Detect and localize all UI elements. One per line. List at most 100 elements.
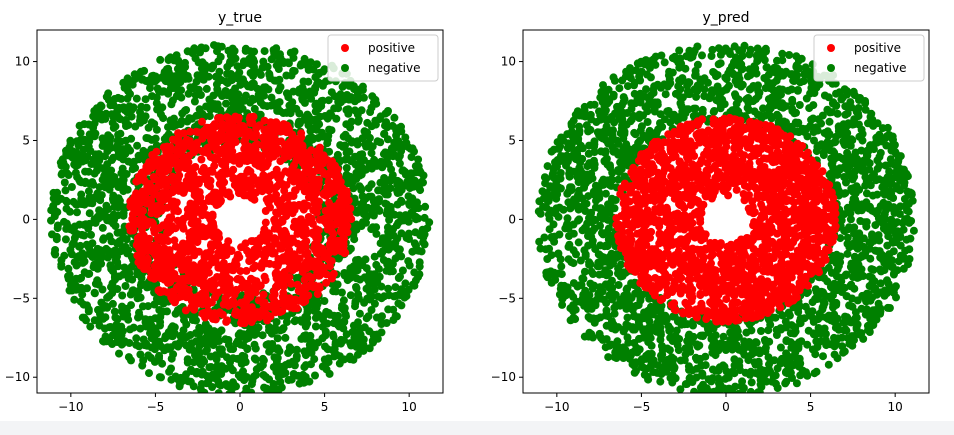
data-point: [255, 249, 264, 258]
data-point: [383, 108, 392, 117]
data-point: [841, 189, 850, 198]
data-point: [788, 374, 796, 382]
data-point: [332, 114, 341, 123]
data-point: [411, 212, 420, 221]
data-point: [265, 69, 274, 78]
data-point: [160, 192, 168, 201]
data-point: [150, 228, 159, 237]
data-point: [250, 104, 259, 113]
data-point: [761, 343, 770, 352]
data-point: [136, 350, 145, 359]
data-point: [389, 242, 398, 251]
data-point: [390, 292, 398, 301]
data-point: [146, 183, 155, 192]
data-point: [143, 254, 152, 263]
data-point: [297, 154, 306, 163]
x-tick-label: 10: [402, 400, 417, 414]
data-point: [285, 246, 294, 254]
data-point: [73, 260, 82, 269]
data-point: [261, 207, 270, 215]
data-point: [84, 307, 93, 316]
data-point: [362, 142, 371, 151]
data-point: [290, 47, 299, 56]
data-point: [319, 312, 328, 321]
data-point: [192, 127, 201, 136]
data-point: [311, 371, 319, 380]
data-point: [410, 176, 419, 185]
data-point: [333, 165, 342, 174]
data-point: [327, 257, 336, 266]
data-point: [367, 180, 376, 189]
data-point: [295, 379, 304, 388]
data-point: [185, 151, 194, 160]
data-point: [226, 192, 235, 201]
data-point: [358, 82, 367, 91]
data-point: [407, 153, 416, 162]
data-point: [198, 259, 207, 267]
data-point: [102, 109, 111, 118]
data-point: [102, 244, 111, 253]
data-point: [359, 346, 368, 355]
data-point: [114, 149, 123, 158]
data-point: [158, 269, 167, 278]
data-point: [356, 170, 365, 179]
data-point: [152, 99, 161, 108]
data-point: [85, 219, 94, 228]
data-point: [167, 354, 176, 363]
data-point: [90, 316, 99, 325]
data-point: [274, 65, 283, 73]
data-point: [198, 300, 207, 309]
data-point: [339, 210, 348, 219]
data-point: [197, 155, 206, 164]
data-point: [819, 352, 827, 361]
data-point: [268, 124, 277, 133]
data-point: [177, 116, 186, 125]
data-point: [53, 224, 62, 233]
data-point: [177, 86, 186, 95]
data-point: [157, 236, 165, 245]
data-point: [286, 191, 295, 200]
data-point: [84, 187, 93, 196]
data-point: [256, 98, 265, 107]
data-point: [610, 309, 619, 318]
data-point: [285, 273, 294, 282]
legend-marker-negative: [341, 64, 349, 72]
data-point: [395, 245, 404, 254]
data-point: [308, 134, 317, 143]
data-point: [231, 84, 240, 93]
data-point: [343, 276, 352, 285]
data-point: [167, 375, 176, 384]
data-point: [197, 380, 206, 388]
data-point: [408, 144, 417, 153]
data-point: [270, 52, 279, 61]
data-point: [155, 223, 164, 232]
data-point: [318, 159, 327, 168]
data-point: [376, 138, 385, 147]
data-point: [95, 206, 104, 215]
data-point: [150, 300, 159, 309]
data-point: [251, 261, 260, 270]
data-point: [372, 229, 381, 238]
data-point: [201, 131, 210, 140]
data-point: [67, 183, 76, 191]
data-point: [185, 345, 194, 354]
data-point: [323, 345, 332, 354]
data-point: [72, 148, 81, 157]
data-point: [326, 109, 334, 118]
data-point: [254, 181, 263, 190]
data-point: [349, 184, 358, 193]
data-point: [158, 295, 167, 304]
data-point: [312, 208, 321, 217]
data-point: [361, 206, 370, 215]
data-point: [354, 294, 363, 303]
data-point: [239, 123, 248, 132]
data-point: [250, 57, 259, 66]
data-point: [213, 85, 222, 94]
data-point: [100, 172, 109, 180]
data-point: [301, 228, 310, 237]
data-point: [241, 46, 250, 55]
data-point: [301, 361, 310, 370]
data-point: [147, 118, 156, 127]
data-point: [405, 235, 413, 243]
data-point: [137, 279, 146, 288]
